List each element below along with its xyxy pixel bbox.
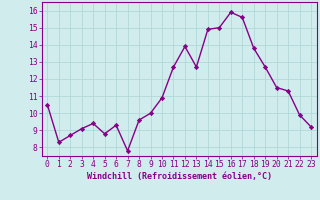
X-axis label: Windchill (Refroidissement éolien,°C): Windchill (Refroidissement éolien,°C) [87,172,272,181]
